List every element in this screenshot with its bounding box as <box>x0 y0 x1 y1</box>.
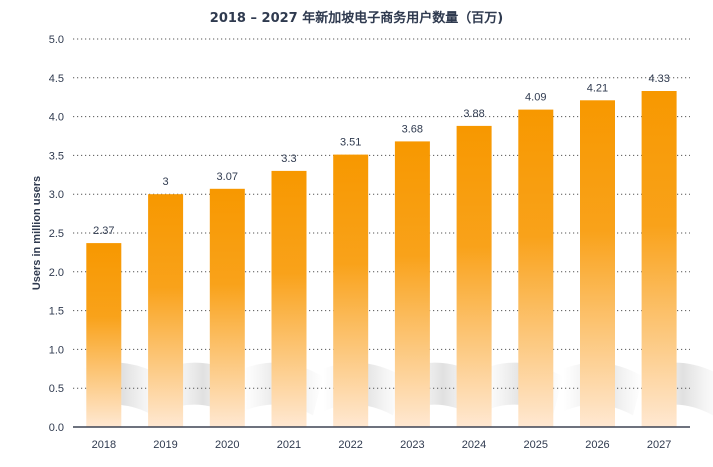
value-label-2019: 3 <box>162 176 168 188</box>
x-tick-label-2026: 2026 <box>585 439 609 451</box>
bar-2024 <box>456 125 492 428</box>
value-label-2022: 3.51 <box>340 137 361 149</box>
x-tick-label-2021: 2021 <box>277 439 301 451</box>
bar-2023 <box>394 141 430 427</box>
value-label-2024: 3.88 <box>463 108 484 120</box>
x-tick-label-2027: 2027 <box>647 439 671 451</box>
bar-2020 <box>209 188 245 427</box>
x-tick-label-2019: 2019 <box>153 439 177 451</box>
value-label-2026: 4.21 <box>587 82 608 94</box>
bars <box>86 91 677 428</box>
bar-2021 <box>271 170 307 427</box>
value-label-2021: 3.3 <box>281 153 296 165</box>
x-tick-label-2023: 2023 <box>400 439 424 451</box>
x-tick-label-2022: 2022 <box>338 439 362 451</box>
y-tick-label: 2.0 <box>49 267 64 279</box>
data-labels: 2.37 3 3.07 3.3 3.51 3.68 3.88 4.09 4.21 4.33 <box>93 73 670 237</box>
y-tick-label: 1.5 <box>49 306 64 318</box>
y-tick-label: 0.5 <box>49 383 64 395</box>
bar-2025 <box>518 109 554 427</box>
y-tick-label: 0.0 <box>49 422 64 434</box>
bar-2022 <box>333 154 369 427</box>
axes: 0.0 0.5 1.0 1.5 2.0 2.5 3.0 3.5 4.0 4.5 5.0 2018 201… <box>49 34 690 451</box>
y-tick-label: 5.0 <box>49 34 64 46</box>
y-tick-label: 1.0 <box>49 344 64 356</box>
y-tick-label: 4.0 <box>49 112 64 124</box>
value-label-2020: 3.07 <box>217 171 238 183</box>
value-label-2023: 3.68 <box>402 123 423 135</box>
y-tick-label: 2.5 <box>49 228 64 240</box>
x-tick-label-2018: 2018 <box>92 439 116 451</box>
x-tick-label-2020: 2020 <box>215 439 239 451</box>
y-axis-title: Users in million users <box>31 176 43 290</box>
bar-2019 <box>148 194 184 427</box>
bar-2027 <box>641 91 677 427</box>
y-tick-label: 3.0 <box>49 189 64 201</box>
gridlines <box>73 38 690 389</box>
x-tick-label-2025: 2025 <box>524 439 548 451</box>
y-tick-label: 3.5 <box>49 150 64 162</box>
value-label-2025: 4.09 <box>525 92 546 104</box>
chart-title: 2018 – 2027 年新加坡电子商务用户数量（百万) <box>209 11 504 26</box>
value-label-2027: 4.33 <box>648 73 669 85</box>
x-tick-label-2024: 2024 <box>462 439 486 451</box>
bar-2018 <box>86 243 122 427</box>
value-label-2018: 2.37 <box>93 225 114 237</box>
y-tick-label: 4.5 <box>49 73 64 85</box>
bar-2026 <box>580 100 615 428</box>
